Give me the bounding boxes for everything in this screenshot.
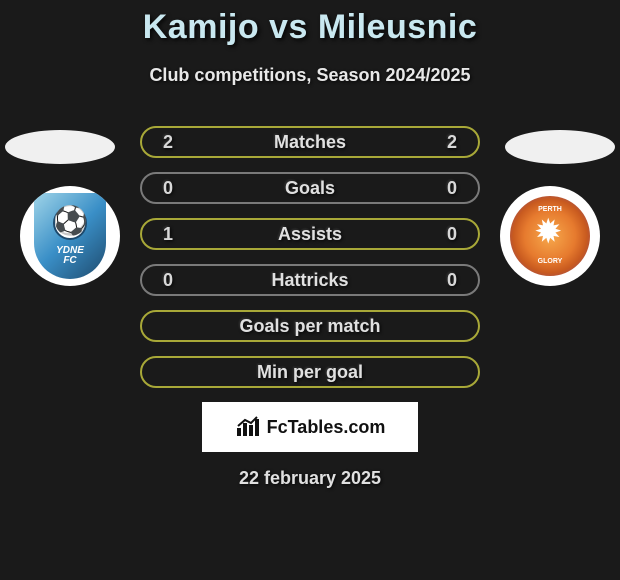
date-line: 22 february 2025	[0, 468, 620, 489]
fctables-logo[interactable]: FcTables.com	[202, 402, 418, 452]
stat-row: Min per goal	[140, 356, 480, 388]
stat-row: 1Assists0	[140, 218, 480, 250]
badge-text-right-bot: GLORY	[510, 258, 590, 266]
chart-icon	[235, 416, 261, 438]
comparison-widget: Kamijo vs Mileusnic Club competitions, S…	[0, 0, 620, 489]
stat-label: Min per goal	[142, 362, 478, 383]
stat-label: Goals	[142, 178, 478, 199]
sunburst-icon	[532, 218, 568, 254]
stat-label: Assists	[142, 224, 478, 245]
stat-label: Hattricks	[142, 270, 478, 291]
stat-rows: 2Matches2 0Goals0 1Assists0 0Hattricks0 Goal…	[140, 126, 480, 388]
player-ellipse-left	[5, 130, 115, 164]
stat-label: Goals per match	[142, 316, 478, 337]
stat-row: 0Goals0	[140, 172, 480, 204]
soccer-ball-icon	[53, 206, 87, 240]
perth-glory-crest-icon: PERTH GLORY	[510, 196, 590, 276]
player-ellipse-right	[505, 130, 615, 164]
stat-label: Matches	[142, 132, 478, 153]
club-badge-right[interactable]: PERTH GLORY	[500, 186, 600, 286]
sydney-fc-crest-icon: YDNE FC	[34, 193, 106, 279]
page-title: Kamijo vs Mileusnic	[0, 8, 620, 47]
logo-text: FcTables.com	[267, 417, 386, 438]
subtitle: Club competitions, Season 2024/2025	[0, 65, 620, 86]
club-badge-left[interactable]: YDNE FC	[20, 186, 120, 286]
stats-area: YDNE FC PERTH GLORY 2Matches2 0Goals0 1Ass…	[0, 126, 620, 388]
stat-row: 0Hattricks0	[140, 264, 480, 296]
badge-text-left-2: FC	[63, 256, 76, 266]
stat-row: 2Matches2	[140, 126, 480, 158]
stat-row: Goals per match	[140, 310, 480, 342]
